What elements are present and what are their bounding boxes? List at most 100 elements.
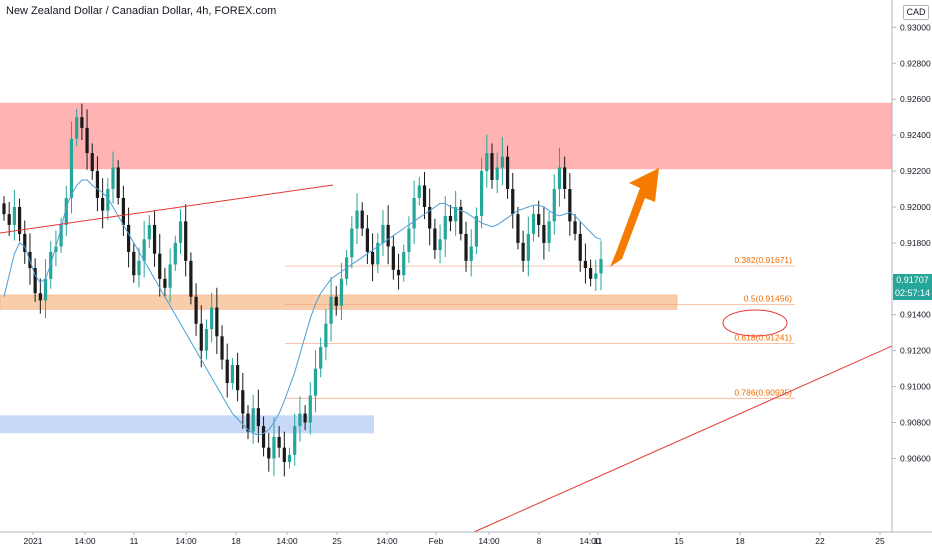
time-axis-labels: 2021 14:00 11 14:00 18 14:00 25 14:00 Feb 14:00 8 1… xyxy=(24,532,885,546)
candle-body xyxy=(111,167,115,189)
trendline-lower[interactable] xyxy=(473,345,893,533)
trendline-upper[interactable] xyxy=(0,184,334,234)
candle-body xyxy=(339,278,344,306)
price-label-4: 0.92200 xyxy=(900,166,931,176)
candle-body xyxy=(17,206,22,234)
drawings-layer xyxy=(0,168,893,533)
price-label-6: 0.91800 xyxy=(900,238,931,248)
candle-body xyxy=(43,278,48,301)
candle-body xyxy=(308,395,312,423)
candle-body xyxy=(526,233,530,261)
candle-body xyxy=(194,296,198,324)
candle-body xyxy=(583,260,588,269)
time-label-9: 14:00 xyxy=(478,536,500,546)
candle-body xyxy=(505,156,510,189)
candle-body xyxy=(500,156,504,168)
candle-body xyxy=(516,214,520,243)
candle-body xyxy=(443,215,447,240)
candle-body xyxy=(459,206,463,234)
candle-body xyxy=(272,436,276,459)
candle-body xyxy=(282,447,286,463)
candle-body xyxy=(537,214,541,225)
candle-body xyxy=(589,268,593,279)
candle-body xyxy=(246,413,250,432)
candle-body xyxy=(381,224,385,243)
candle-body xyxy=(365,228,370,252)
candle-body xyxy=(132,251,136,276)
candle-body xyxy=(90,153,94,172)
fib-highlight-ellipse[interactable] xyxy=(722,309,788,337)
fib-label-0: 0.382(0.91671) xyxy=(734,255,792,265)
currency-badge[interactable]: CAD xyxy=(903,5,929,20)
candle-body xyxy=(573,221,577,234)
candle-body xyxy=(599,259,603,274)
candle-body xyxy=(251,408,255,432)
candle-body xyxy=(101,197,105,211)
candle-body xyxy=(464,233,468,261)
time-label-7: 14:00 xyxy=(376,536,398,546)
candle-body xyxy=(391,246,395,270)
candle-body xyxy=(38,293,42,301)
fib-label-3: 0.786(0.90935) xyxy=(734,387,792,397)
candle-body xyxy=(121,197,126,225)
time-label-12: 11 xyxy=(594,536,603,546)
time-label-14: 18 xyxy=(735,536,745,546)
candle-body xyxy=(417,185,421,198)
candle-body xyxy=(412,197,416,229)
candle-body xyxy=(230,365,235,383)
candle-body xyxy=(267,447,271,459)
candle-body xyxy=(469,246,473,261)
candle-body xyxy=(152,224,157,254)
candle-body xyxy=(594,273,598,279)
time-label-2: 11 xyxy=(130,536,139,546)
candle-body xyxy=(189,260,193,297)
price-label-11: 0.90800 xyxy=(900,418,931,428)
candle-body xyxy=(33,268,37,294)
candle-body xyxy=(80,117,84,128)
candle-body xyxy=(438,239,442,251)
candle-body xyxy=(116,167,120,198)
candle-body xyxy=(235,365,240,391)
support-zone xyxy=(0,294,678,310)
time-label-0: 2021 xyxy=(24,536,43,546)
price-label-10: 0.91000 xyxy=(900,382,931,392)
time-label-10: 8 xyxy=(537,536,542,546)
candle-body xyxy=(324,323,328,348)
price-axis xyxy=(891,0,932,532)
candle-body xyxy=(521,242,525,261)
time-label-1: 14:00 xyxy=(74,536,96,546)
price-label-9: 0.91200 xyxy=(900,346,931,356)
chart-title: New Zealand Dollar / Canadian Dollar, 4h… xyxy=(6,5,277,17)
candle-body xyxy=(495,167,499,181)
time-label-11: 14:00 xyxy=(579,536,601,546)
candle-body xyxy=(511,189,515,215)
bullish-arrow[interactable] xyxy=(610,168,659,267)
candle-body xyxy=(215,307,219,337)
candle-body xyxy=(568,189,572,222)
demand-zone xyxy=(0,415,374,434)
time-label-5: 14:00 xyxy=(276,536,298,546)
candle-body xyxy=(547,221,551,243)
candle-body xyxy=(370,251,375,265)
candle-body xyxy=(210,307,214,330)
time-label-3: 14:00 xyxy=(175,536,197,546)
candle-body xyxy=(376,242,380,265)
moving-average-line xyxy=(3,179,602,436)
candle-body xyxy=(75,117,79,139)
price-label-2: 0.92600 xyxy=(900,94,931,104)
candle-body xyxy=(173,242,177,265)
candle-body xyxy=(199,323,203,351)
candle-body xyxy=(168,264,172,288)
time-label-8: Feb xyxy=(429,536,444,546)
candle-body xyxy=(479,171,484,216)
price-label-3: 0.92400 xyxy=(900,130,931,140)
candle-body xyxy=(360,210,364,229)
time-label-6: 25 xyxy=(332,536,342,546)
candle-body xyxy=(147,224,151,240)
candle-body xyxy=(54,246,58,252)
candle-body xyxy=(313,368,318,396)
candle-body xyxy=(64,197,68,225)
candle-body xyxy=(490,153,494,181)
candle-body xyxy=(428,206,432,229)
